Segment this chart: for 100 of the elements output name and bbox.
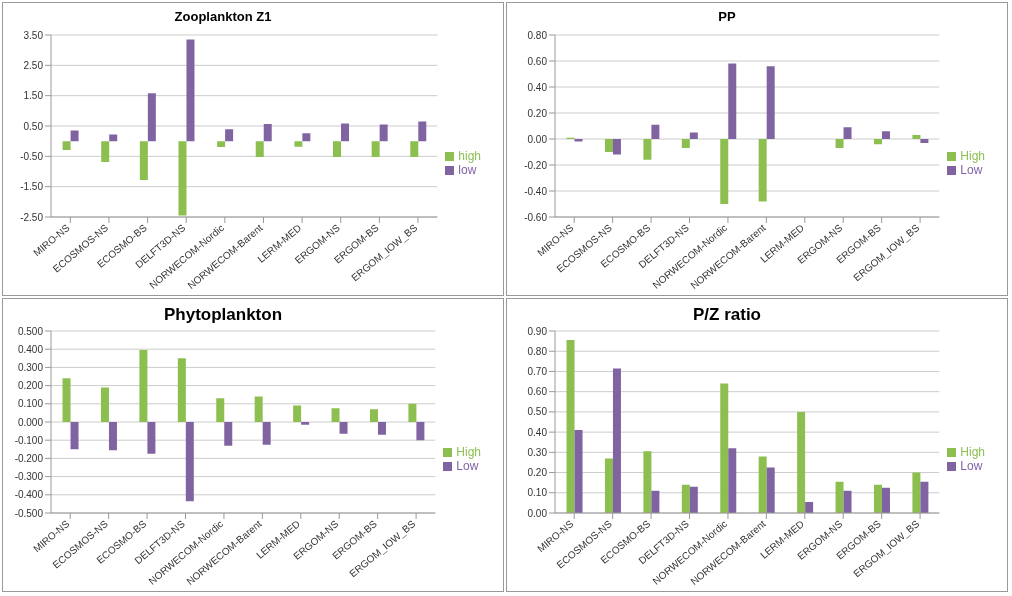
- y-tick-label: -0.40: [524, 185, 548, 197]
- bar: [262, 422, 271, 445]
- y-tick-label: 0.60: [527, 55, 548, 67]
- bar: [255, 141, 264, 157]
- bar: [574, 139, 583, 142]
- legend-label: Low: [960, 459, 983, 473]
- bar: [797, 411, 806, 513]
- y-tick-label: 0.00: [527, 133, 548, 145]
- legend-label: low: [458, 163, 477, 177]
- bar: [254, 396, 263, 422]
- bar: [108, 422, 117, 451]
- legend-label: High: [456, 445, 481, 459]
- bar: [766, 467, 775, 513]
- bar: [177, 358, 186, 422]
- bar: [379, 124, 388, 142]
- bar: [217, 141, 226, 147]
- bar: [369, 409, 378, 422]
- legend-label: Low: [456, 459, 479, 473]
- bar: [728, 63, 737, 139]
- y-tick-label: 0.50: [23, 120, 44, 132]
- bar: [331, 408, 340, 422]
- bar: [147, 93, 156, 142]
- chart-title: Zooplankton Z1: [173, 8, 273, 26]
- y-tick-label: 0.500: [17, 325, 44, 337]
- bar: [681, 484, 690, 513]
- y-tick-label: 0.40: [527, 426, 548, 438]
- bar: [720, 383, 729, 513]
- legend-label: high: [458, 149, 481, 163]
- bar: [604, 139, 613, 152]
- bar: [418, 121, 427, 142]
- bar: [294, 141, 303, 147]
- bar: [843, 490, 852, 513]
- chart-title: PP: [717, 8, 737, 26]
- bar: [186, 39, 195, 142]
- y-tick-label: -0.20: [524, 159, 548, 171]
- y-tick-label: -0.100: [14, 434, 44, 446]
- chart-title: P/Z ratio: [692, 304, 762, 326]
- bar: [873, 139, 882, 145]
- bar: [728, 448, 737, 513]
- y-tick-label: -0.60: [524, 211, 548, 223]
- bar: [805, 501, 814, 513]
- bar: [835, 139, 844, 149]
- y-tick-label: 0.20: [527, 107, 548, 119]
- y-tick-label: -0.200: [14, 452, 44, 464]
- bar: [139, 350, 148, 422]
- bar: [371, 141, 380, 157]
- bar: [377, 422, 386, 435]
- bar: [100, 387, 109, 422]
- legend-label: High: [960, 149, 985, 163]
- bar: [651, 124, 660, 139]
- bar: [293, 405, 302, 422]
- bar: [139, 141, 148, 180]
- bar: [689, 486, 698, 513]
- y-tick-label: -0.50: [20, 150, 44, 162]
- y-tick-label: 0.50: [527, 406, 548, 418]
- bar: [62, 378, 71, 422]
- bar: [912, 472, 921, 513]
- y-tick-label: -0.400: [14, 489, 44, 501]
- bar: [843, 127, 852, 139]
- y-tick-label: -0.300: [14, 471, 44, 483]
- legend-label: High: [960, 445, 985, 459]
- y-tick-label: 0.40: [527, 81, 548, 93]
- bar: [912, 135, 921, 139]
- bar: [566, 340, 575, 513]
- bar: [651, 490, 660, 513]
- y-tick-label: -1.50: [20, 181, 44, 193]
- y-tick-label: 0.80: [527, 29, 548, 41]
- bar: [689, 132, 698, 139]
- y-tick-label: 0.20: [527, 467, 548, 479]
- bar: [339, 422, 348, 434]
- y-tick-label: 0.30: [527, 446, 548, 458]
- bar: [178, 141, 187, 216]
- bar: [147, 422, 156, 454]
- bar: [302, 133, 311, 142]
- bar: [604, 458, 613, 513]
- y-tick-label: 0.000: [17, 416, 44, 428]
- bar: [224, 422, 233, 446]
- bar: [216, 398, 225, 422]
- bar: [758, 456, 767, 513]
- bar: [185, 422, 194, 502]
- y-tick-label: -0.500: [14, 507, 44, 519]
- y-tick-label: 2.50: [23, 59, 44, 71]
- y-tick-label: 0.80: [527, 345, 548, 357]
- y-tick-label: 0.400: [17, 343, 44, 355]
- bar: [920, 139, 929, 143]
- y-tick-label: 0.90: [527, 325, 548, 337]
- bar: [881, 487, 890, 513]
- chart-title: Phytoplankton: [162, 304, 284, 326]
- bar: [416, 422, 425, 441]
- bar: [766, 66, 775, 139]
- bar: [920, 481, 929, 513]
- bar: [70, 422, 79, 450]
- bar: [101, 141, 110, 163]
- bar: [225, 129, 234, 142]
- bar: [301, 422, 310, 425]
- bar: [263, 123, 272, 142]
- bar: [681, 139, 690, 149]
- y-tick-label: 0.10: [527, 487, 548, 499]
- bar: [574, 430, 583, 513]
- y-tick-label: 3.50: [23, 29, 44, 41]
